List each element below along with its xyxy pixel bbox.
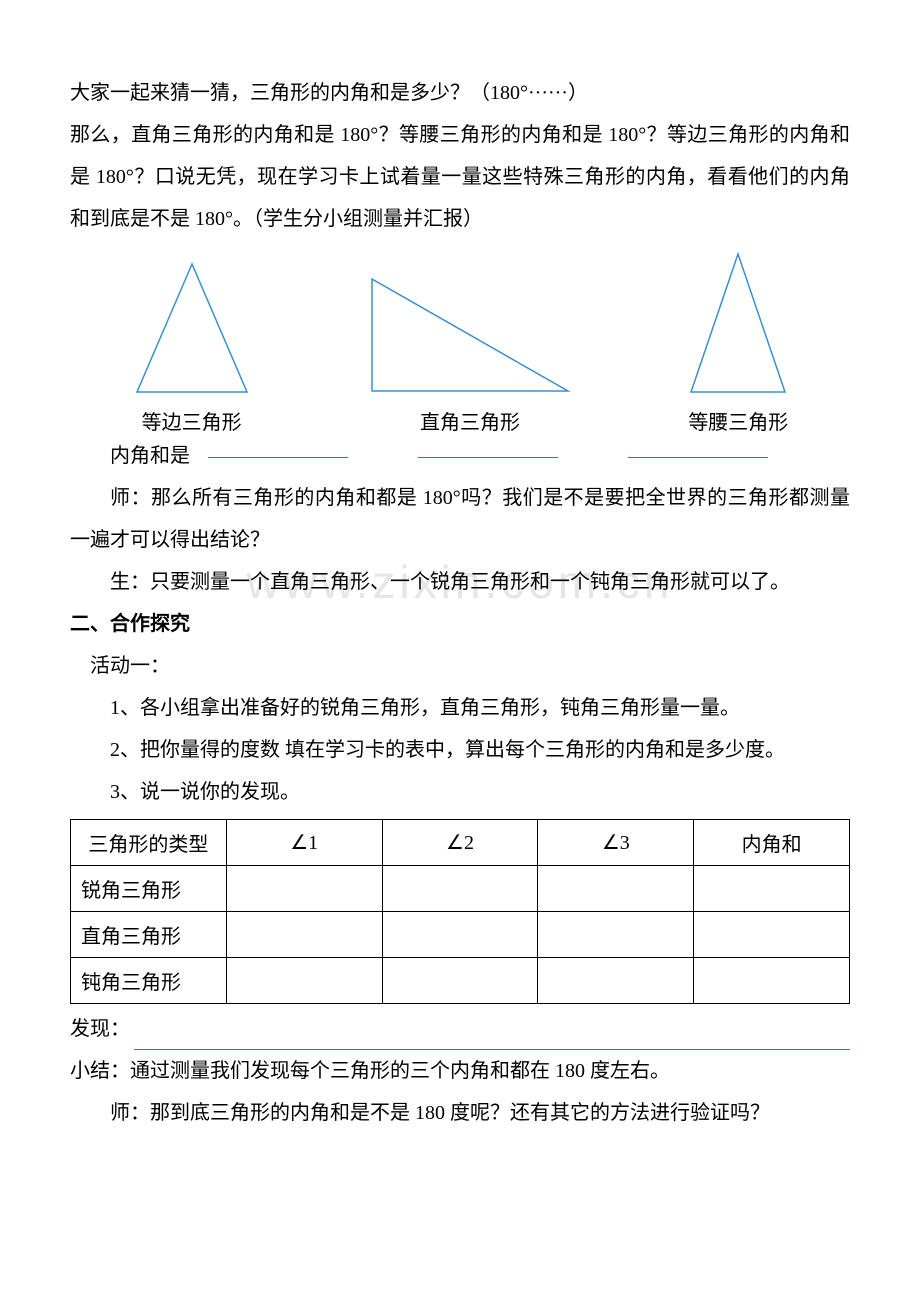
- finding-row: 发现：: [70, 1008, 850, 1050]
- table-header-row: 三角形的类型 ∠1 ∠2 ∠3 内角和: [71, 820, 850, 866]
- col-sum: 内角和: [694, 820, 850, 866]
- triangle-right: 直角三角形: [360, 273, 580, 435]
- cell-input[interactable]: [694, 958, 850, 1004]
- paragraph-explain: 那么，直角三角形的内角和是 180°？等腰三角形的内角和是 180°？等边三角形…: [70, 114, 850, 240]
- cell-input[interactable]: [694, 912, 850, 958]
- cell-input[interactable]: [382, 958, 538, 1004]
- cell-input[interactable]: [538, 866, 694, 912]
- isosceles-triangle-icon: [673, 248, 803, 398]
- student-answer-1: 生：只要测量一个直角三角形、一个锐角三角形和一个钝角三角形就可以了。: [70, 561, 850, 603]
- step-3: 3、说一说你的发现。: [70, 771, 850, 813]
- row-label-right: 直角三角形: [71, 912, 227, 958]
- table-row: 直角三角形: [71, 912, 850, 958]
- triangle-isosceles: 等腰三角形: [673, 248, 803, 435]
- cell-input[interactable]: [382, 866, 538, 912]
- section-2-heading: 二、合作探究: [70, 603, 850, 645]
- teacher-question-2: 师：那到底三角形的内角和是不是 180 度呢？还有其它的方法进行验证吗？: [70, 1092, 850, 1134]
- table-row: 锐角三角形: [71, 866, 850, 912]
- measurement-table: 三角形的类型 ∠1 ∠2 ∠3 内角和 锐角三角形 直角三角形: [70, 819, 850, 1004]
- cell-input[interactable]: [538, 912, 694, 958]
- table-row: 钝角三角形: [71, 958, 850, 1004]
- cell-input[interactable]: [694, 866, 850, 912]
- col-type: 三角形的类型: [71, 820, 227, 866]
- interior-angle-sum-row: 内角和是: [70, 435, 850, 477]
- equilateral-label: 等边三角形: [142, 406, 242, 435]
- right-label: 直角三角形: [420, 406, 520, 435]
- finding-label: 发现：: [70, 1008, 130, 1050]
- cell-input[interactable]: [226, 958, 382, 1004]
- triangle-equilateral: 等边三角形: [117, 258, 267, 435]
- paragraph-guess: 大家一起来猜一猜，三角形的内角和是多少？（180°······）: [70, 72, 850, 114]
- col-angle2: ∠2: [382, 820, 538, 866]
- blank-right[interactable]: [418, 435, 558, 458]
- row-label-obtuse: 钝角三角形: [71, 958, 227, 1004]
- equilateral-triangle-icon: [117, 258, 267, 398]
- activity-1-label: 活动一：: [70, 645, 850, 687]
- angle-sum-label: 内角和是: [110, 435, 190, 477]
- teacher-question-1: 师：那么所有三角形的内角和都是 180°吗？我们是不是要把全世界的三角形都测量一…: [70, 477, 850, 561]
- row-label-acute: 锐角三角形: [71, 866, 227, 912]
- blank-isosceles[interactable]: [628, 435, 768, 458]
- finding-blank[interactable]: [134, 1027, 850, 1050]
- cell-input[interactable]: [226, 866, 382, 912]
- col-angle1: ∠1: [226, 820, 382, 866]
- isosceles-label: 等腰三角形: [688, 406, 788, 435]
- step-1: 1、各小组拿出准备好的锐角三角形，直角三角形，钝角三角形量一量。: [70, 687, 850, 729]
- cell-input[interactable]: [538, 958, 694, 1004]
- summary-paragraph: 小结：通过测量我们发现每个三角形的三个内角和都在 180 度左右。: [70, 1050, 850, 1092]
- cell-input[interactable]: [382, 912, 538, 958]
- step-2: 2、把你量得的度数 填在学习卡的表中，算出每个三角形的内角和是多少度。: [70, 729, 850, 771]
- cell-input[interactable]: [226, 912, 382, 958]
- triangle-diagram-row: 等边三角形 直角三角形 等腰三角形: [70, 248, 850, 435]
- blank-equilateral[interactable]: [208, 435, 348, 458]
- col-angle3: ∠3: [538, 820, 694, 866]
- right-triangle-icon: [360, 273, 580, 398]
